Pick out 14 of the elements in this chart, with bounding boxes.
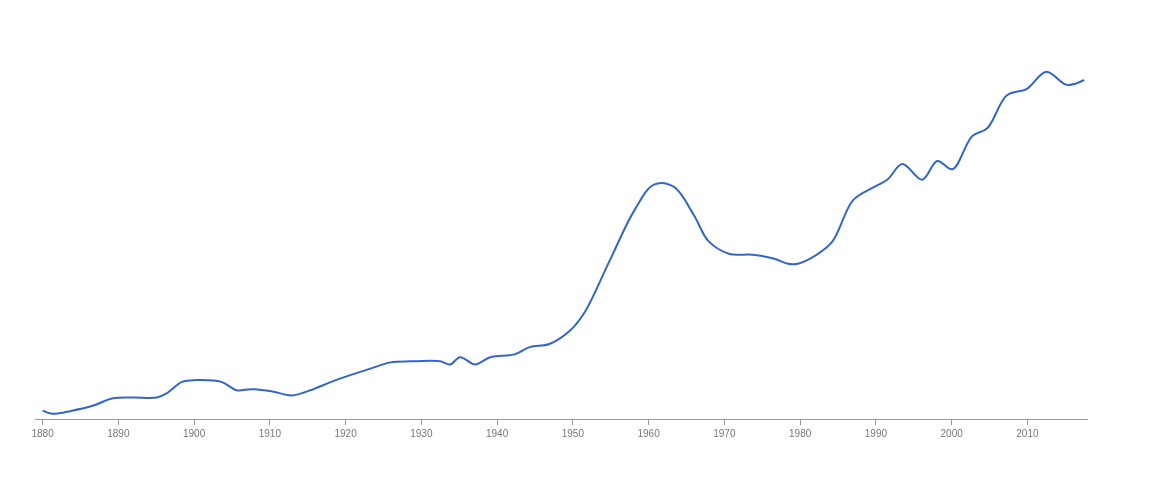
- x-tick-label: 2010: [1016, 428, 1039, 439]
- x-tick-label: 1880: [31, 428, 55, 439]
- x-tick-label: 1930: [410, 428, 433, 439]
- x-tick-label: 1970: [713, 428, 736, 439]
- x-tick-label: 1960: [637, 428, 661, 439]
- x-tick-label: 1920: [334, 428, 358, 439]
- x-tick-label: 1910: [258, 428, 282, 439]
- x-tick-label: 2000: [940, 428, 964, 439]
- x-tick-label: 1900: [182, 428, 206, 439]
- x-tick-label: 1990: [864, 428, 888, 439]
- x-tick-label: 1980: [789, 428, 812, 439]
- x-tick-label: 1950: [561, 428, 585, 439]
- x-tick-label: 1940: [485, 428, 509, 439]
- x-tick-label: 1890: [107, 428, 130, 439]
